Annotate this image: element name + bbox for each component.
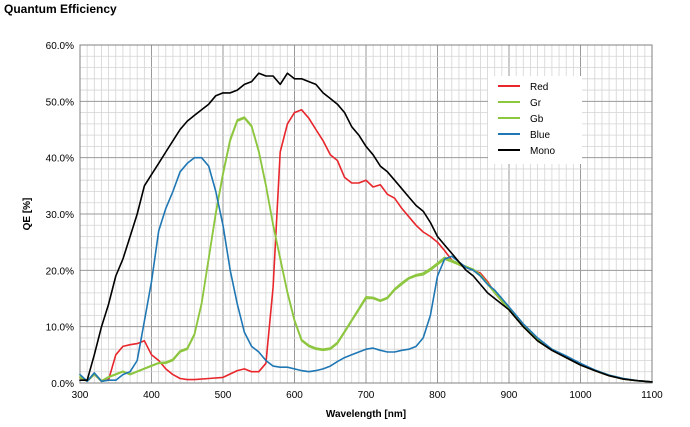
- y-tick-label: 30.0%: [46, 210, 74, 221]
- y-tick-label: 40.0%: [46, 154, 74, 165]
- y-tick-label: 0.0%: [51, 379, 74, 390]
- x-tick-label: 600: [286, 390, 303, 401]
- x-tick-label: 1100: [641, 390, 663, 401]
- y-tick-labels: 0.0% 10.0% 20.0% 30.0% 40.0% 50.0% 60.0%: [46, 41, 74, 390]
- y-tick-label: 50.0%: [46, 97, 74, 108]
- legend: Red Gr Gb Blue Mono: [488, 76, 582, 164]
- legend-label-gr: Gr: [530, 98, 542, 109]
- series-layer: [79, 72, 653, 383]
- y-tick-label: 10.0%: [46, 323, 74, 334]
- x-tick-labels: 300 400 500 600 700 800 900 1000 1100: [72, 390, 664, 401]
- legend-label-red: Red: [530, 82, 548, 93]
- y-tick-label: 20.0%: [46, 266, 74, 277]
- series-line-blue: [79, 156, 653, 383]
- legend-label-gb: Gb: [530, 114, 544, 125]
- plot-area: [79, 44, 653, 384]
- x-tick-label: 300: [72, 390, 89, 401]
- x-tick-label: 800: [429, 390, 446, 401]
- x-tick-label: 900: [501, 390, 518, 401]
- y-axis-label: QE [%]: [22, 198, 33, 231]
- x-tick-label: 700: [358, 390, 375, 401]
- x-tick-label: 500: [215, 390, 232, 401]
- series-line-mono: [79, 72, 653, 383]
- x-tick-label: 1000: [569, 390, 592, 401]
- x-tick-label: 400: [143, 390, 160, 401]
- x-axis-label: Wavelength [nm]: [326, 409, 406, 420]
- legend-label-mono: Mono: [530, 146, 555, 157]
- chart-title: Quantum Efficiency: [4, 2, 117, 16]
- y-tick-label: 60.0%: [46, 41, 74, 52]
- legend-label-blue: Blue: [530, 130, 550, 141]
